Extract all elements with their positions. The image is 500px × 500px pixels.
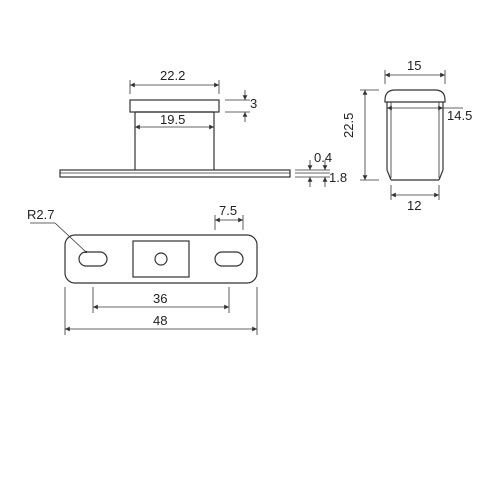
dim-label: 48: [153, 313, 167, 328]
side-view: 15 14.5 22.5 12: [341, 58, 472, 213]
dim-label: 1.8: [329, 170, 347, 185]
dim-label: 7.5: [219, 203, 237, 218]
dim-label: 22.2: [160, 68, 185, 83]
dim-label: 19.5: [160, 112, 185, 127]
front-view: 22.2 3 19.5 0.4 1.8: [60, 68, 347, 187]
dim-label: 3: [250, 96, 257, 111]
dim-label: 15: [407, 58, 421, 73]
dim-label: 22.5: [341, 113, 356, 138]
dim-label: R2.7: [27, 207, 54, 222]
engineering-drawing: 22.2 3 19.5 0.4 1.8: [0, 0, 500, 500]
dim-label: 36: [153, 291, 167, 306]
top-view: R2.7 7.5 36 48: [27, 203, 257, 335]
dim-label: 0.4: [314, 150, 332, 165]
dim-label: 14.5: [447, 108, 472, 123]
dim-label: 12: [407, 198, 421, 213]
